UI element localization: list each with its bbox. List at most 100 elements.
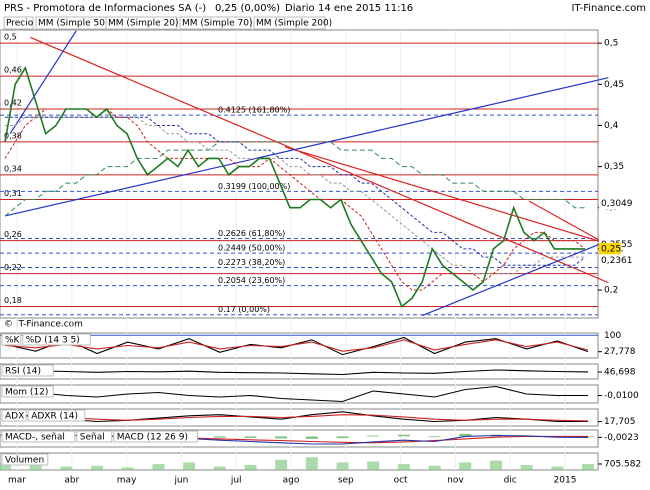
y-tick-label: 100 [604, 331, 621, 341]
x-tick-label: dic [504, 476, 517, 486]
bar [0, 463, 11, 470]
fib-label: 0.2273 (38,20%) [218, 258, 285, 267]
value-box-label: 0,25 [601, 244, 621, 254]
bar [428, 465, 441, 470]
legend-label: Precio [6, 19, 34, 29]
legend-label: Volumen [5, 456, 44, 466]
fib-label: 0.2054 (23,60%) [218, 276, 285, 285]
panel-frame [0, 452, 599, 471]
value-box [599, 254, 635, 267]
y-tick-label: 0,45 [604, 80, 624, 90]
bar [91, 465, 104, 470]
last-value-label: 705.582 [604, 460, 641, 470]
value-box-label: 0,2361 [601, 256, 633, 266]
moving-average [5, 116, 586, 266]
last-value-label: 27,778 [604, 347, 636, 357]
bar [367, 461, 380, 470]
fib-label: 0.3199 (100,00%) [218, 182, 290, 191]
level-label: 0,26 [4, 230, 22, 239]
level-label: 0,31 [4, 189, 22, 198]
bar [275, 436, 288, 439]
fib-label: 0.2626 (61,80%) [218, 229, 285, 238]
panel-frame [0, 408, 599, 427]
trendline [421, 240, 609, 317]
level-label: 0,5 [4, 33, 17, 42]
period: Diario [285, 3, 315, 14]
x-tick-label: oct [394, 476, 408, 486]
footer: © IT-Finance.com [4, 320, 83, 330]
bar [305, 436, 318, 439]
source: IT-Finance.com [571, 3, 646, 14]
legend-box [3, 16, 34, 30]
trendline [4, 77, 609, 217]
panel-frame [0, 332, 599, 359]
x-tick-label: 2015 [554, 476, 577, 486]
legend-label: MACD-, señal [5, 433, 65, 443]
fib-label: 0.17 (0,00%) [218, 305, 270, 314]
y-tick-label: 0,35 [604, 162, 624, 172]
moving-average [4, 141, 585, 217]
x-tick-label: may [117, 476, 137, 486]
fib-label: 0.4125 (161,80%) [218, 106, 290, 115]
legend-label: MM (Simple 20) [108, 19, 178, 29]
level-label: 0,34 [4, 164, 22, 173]
legend-label: MM (Simple 50) [38, 19, 108, 29]
indicator-line [4, 339, 589, 352]
last-value-label: 17,705 [604, 417, 636, 427]
legend-box [253, 16, 326, 30]
bar [582, 464, 594, 470]
level-label: 0,38 [4, 131, 22, 140]
value-box-label: 0,3049 [601, 199, 633, 209]
legend-label: ADXR (14) [31, 412, 78, 422]
legend-box [27, 409, 86, 422]
legend-label: %D (14 3 5) [26, 336, 80, 346]
legend-box [1, 453, 49, 466]
legend-label: Mom (12) [5, 388, 48, 398]
bar [459, 462, 472, 470]
value-box [599, 242, 621, 255]
indicator-line [4, 414, 589, 422]
bar [121, 467, 134, 470]
indicator-line [4, 385, 588, 403]
y-tick-label: 0,5 [604, 39, 618, 49]
chart-title: PRS - Promotora de Informaciones SA (-) [4, 3, 206, 14]
legend-box [1, 430, 76, 443]
bar [213, 466, 226, 470]
legend-box [1, 385, 54, 398]
x-tick-label: mar [8, 476, 26, 486]
legend-label: %K [5, 336, 21, 346]
legend-box [1, 333, 22, 346]
level-label: 0,46 [4, 66, 22, 75]
trendline [284, 146, 609, 245]
bar [29, 464, 42, 470]
level-label: 0,22 [4, 263, 22, 272]
legend-box [113, 430, 198, 443]
x-tick-label: jul [230, 476, 242, 486]
legend-label: MM (Simple 200) [256, 19, 332, 29]
bar [60, 466, 73, 470]
indicator-line [4, 369, 589, 376]
legend-box [105, 16, 178, 30]
panel-frame [0, 384, 599, 404]
x-tick-label: nov [447, 476, 464, 486]
bar [336, 436, 349, 439]
level-label: 0,18 [4, 296, 22, 305]
bar [428, 436, 441, 438]
fib-label: 0.2449 (50,00%) [218, 244, 285, 253]
bar [244, 436, 257, 439]
bar [367, 435, 380, 437]
bar [275, 459, 288, 470]
legend-label: MACD (12 26 9) [117, 433, 188, 443]
legend-box [1, 364, 54, 377]
legend-label: MM (Simple 70) [182, 19, 252, 29]
trendline [30, 36, 609, 284]
legend-box [22, 333, 91, 346]
bar [459, 433, 472, 437]
legend-label: Señal [80, 433, 105, 443]
trendline [528, 200, 601, 242]
bar [244, 464, 257, 470]
legend-label: RSI (14) [5, 367, 41, 377]
level-label: 0,42 [4, 98, 22, 107]
last-value-label: -0,0023 [604, 433, 639, 443]
